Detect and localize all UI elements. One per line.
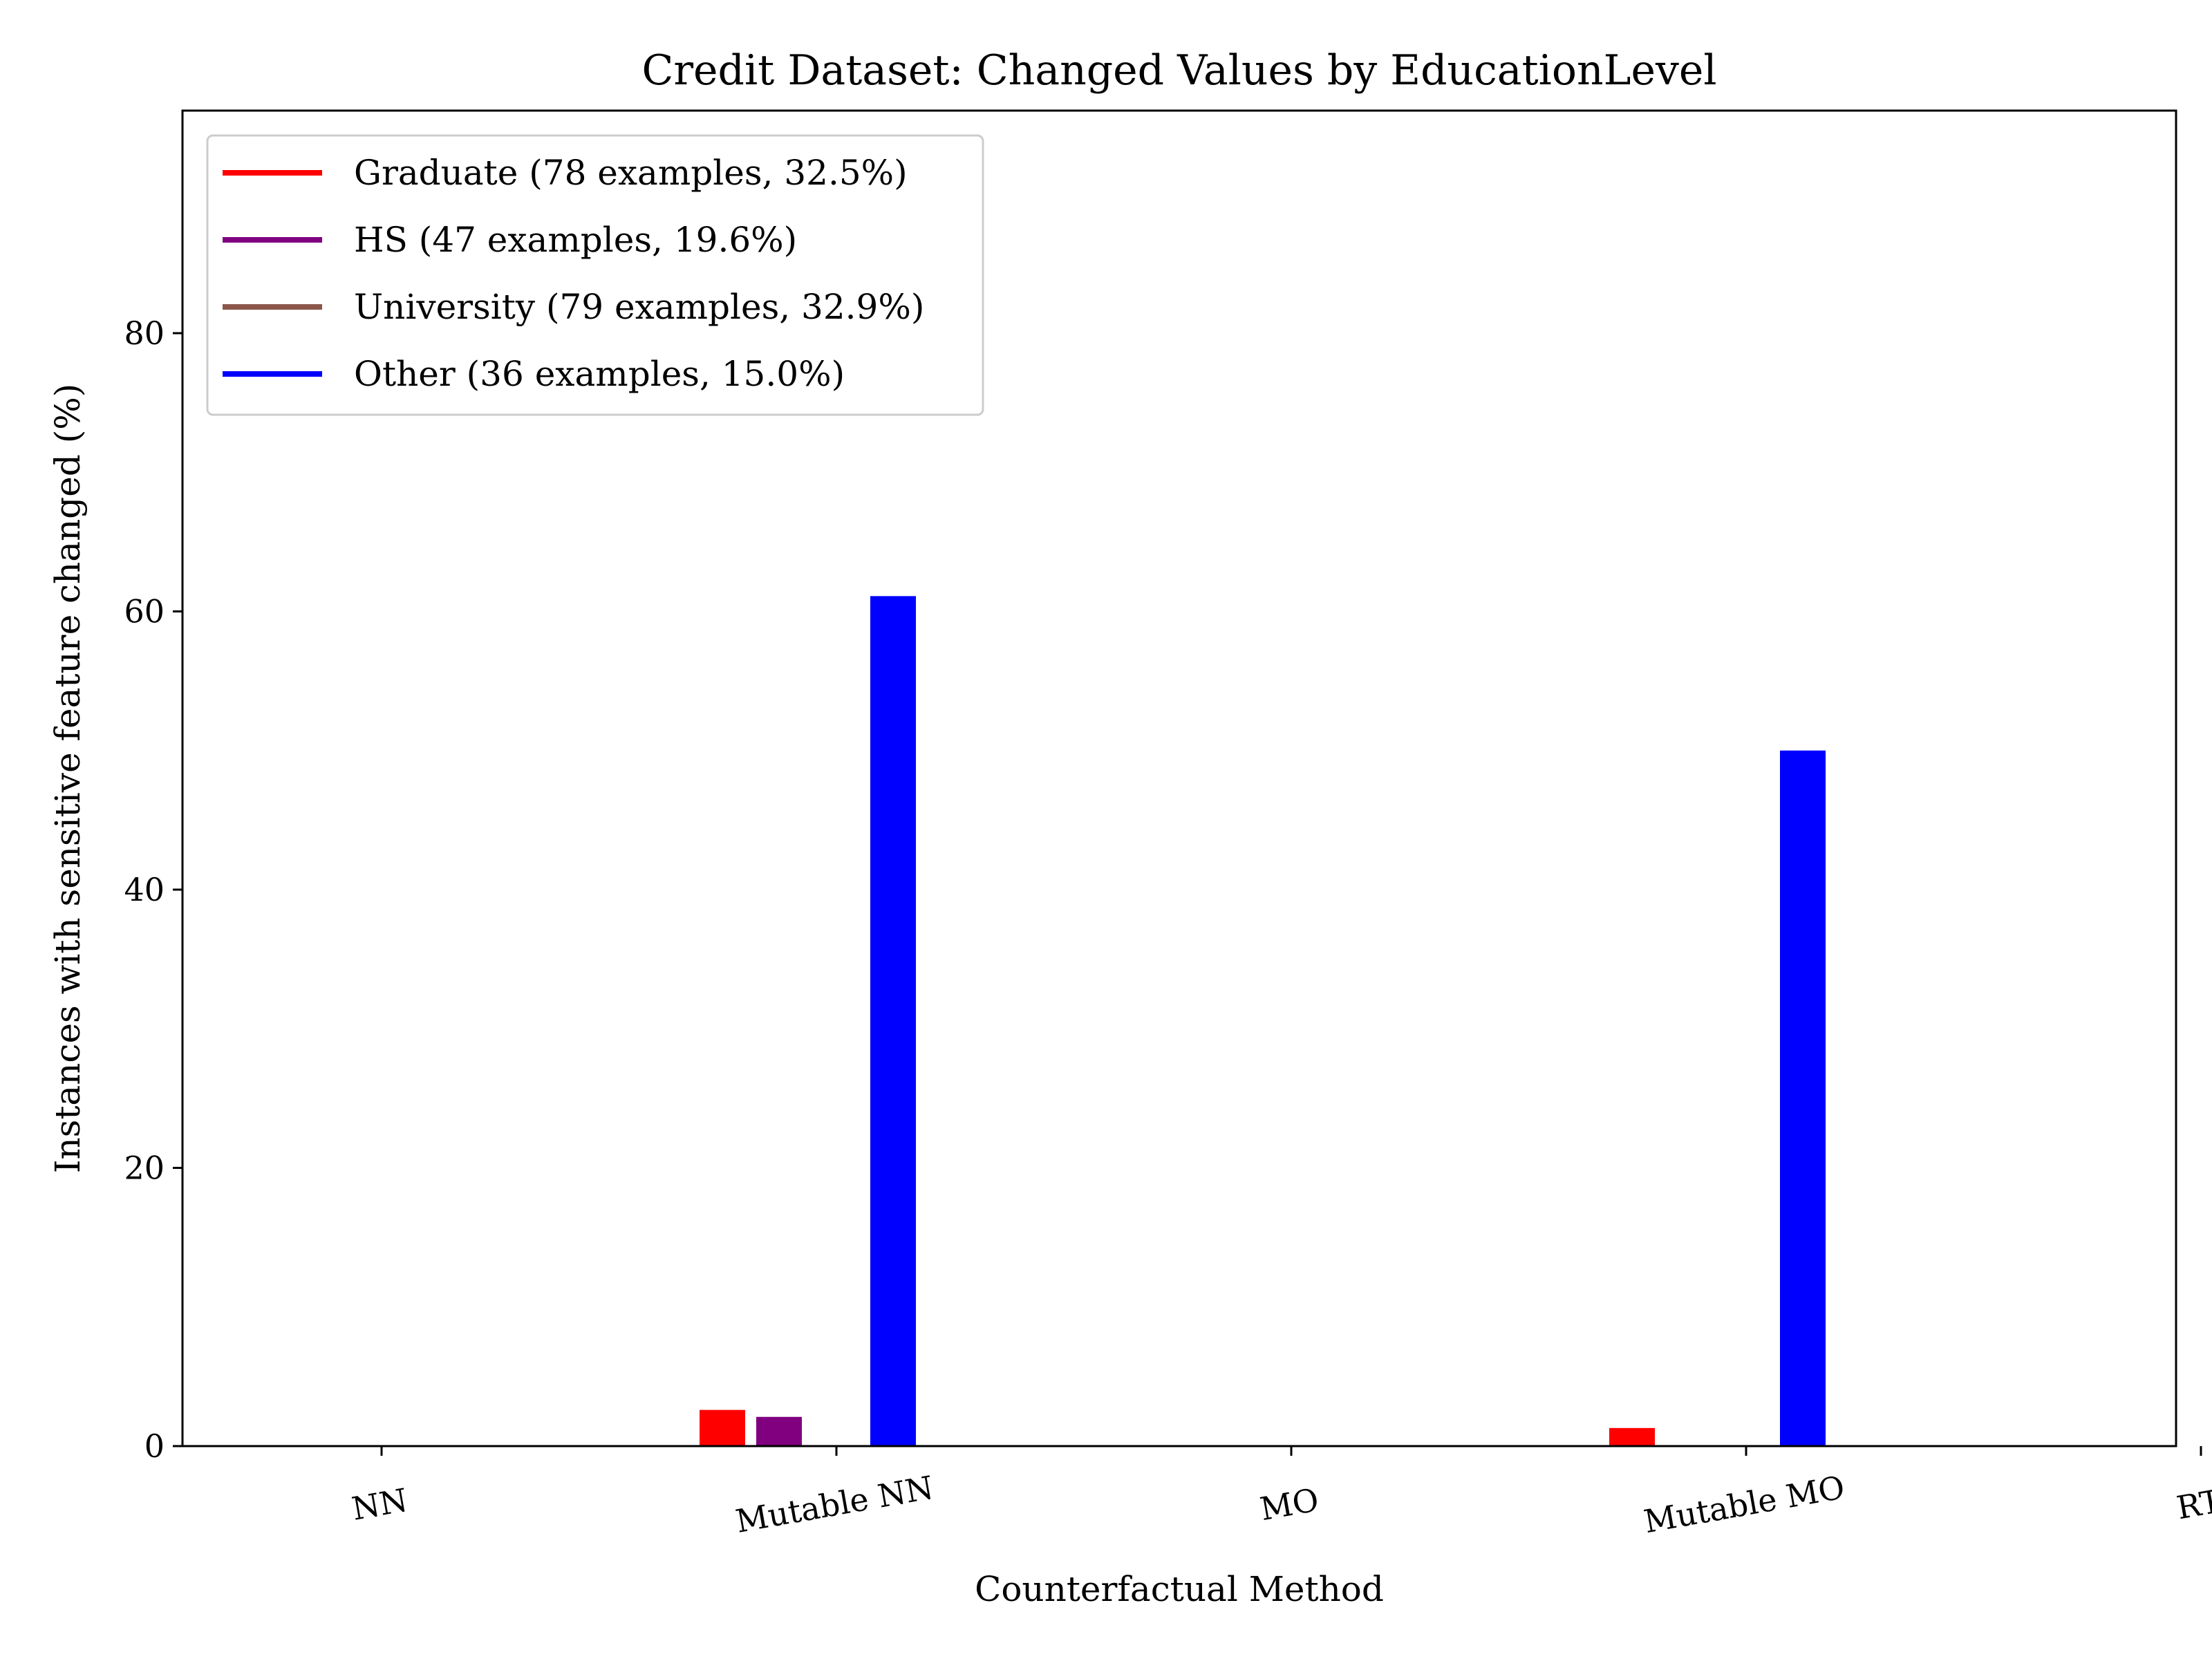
- y-axis-ticks: 0 20 40 60 80: [124, 315, 182, 1465]
- y-tick-label: 40: [124, 871, 165, 908]
- x-axis-label: Counterfactual Method: [975, 1569, 1384, 1609]
- y-axis-label: Instances with sensitive feature changed…: [48, 384, 88, 1174]
- legend: Graduate (78 examples, 32.5%) HS (47 exam…: [206, 134, 984, 416]
- y-tick-label: 0: [144, 1427, 165, 1465]
- bars-group: [700, 596, 1826, 1446]
- legend-label: Graduate (78 examples, 32.5%): [354, 153, 908, 193]
- legend-label: HS (47 examples, 19.6%): [354, 220, 797, 260]
- bar-3-3: [1780, 750, 1826, 1446]
- y-tick-label: 80: [124, 315, 165, 352]
- y-tick-label: 20: [124, 1150, 165, 1187]
- bar-0-1: [700, 1409, 745, 1446]
- y-tick-label: 60: [124, 593, 165, 630]
- legend-label: Other (36 examples, 15.0%): [354, 354, 845, 394]
- bar-0-3: [1609, 1427, 1655, 1446]
- plot-frame: [181, 109, 2177, 1447]
- bar-1-1: [756, 1416, 802, 1446]
- x-tick-label: RT: [2174, 1482, 2212, 1526]
- legend-box: [206, 134, 984, 416]
- chart-title: Credit Dataset: Changed Values by Educat…: [641, 46, 1716, 95]
- bar-3-1: [870, 596, 916, 1446]
- legend-label: University (79 examples, 32.9%): [354, 287, 924, 327]
